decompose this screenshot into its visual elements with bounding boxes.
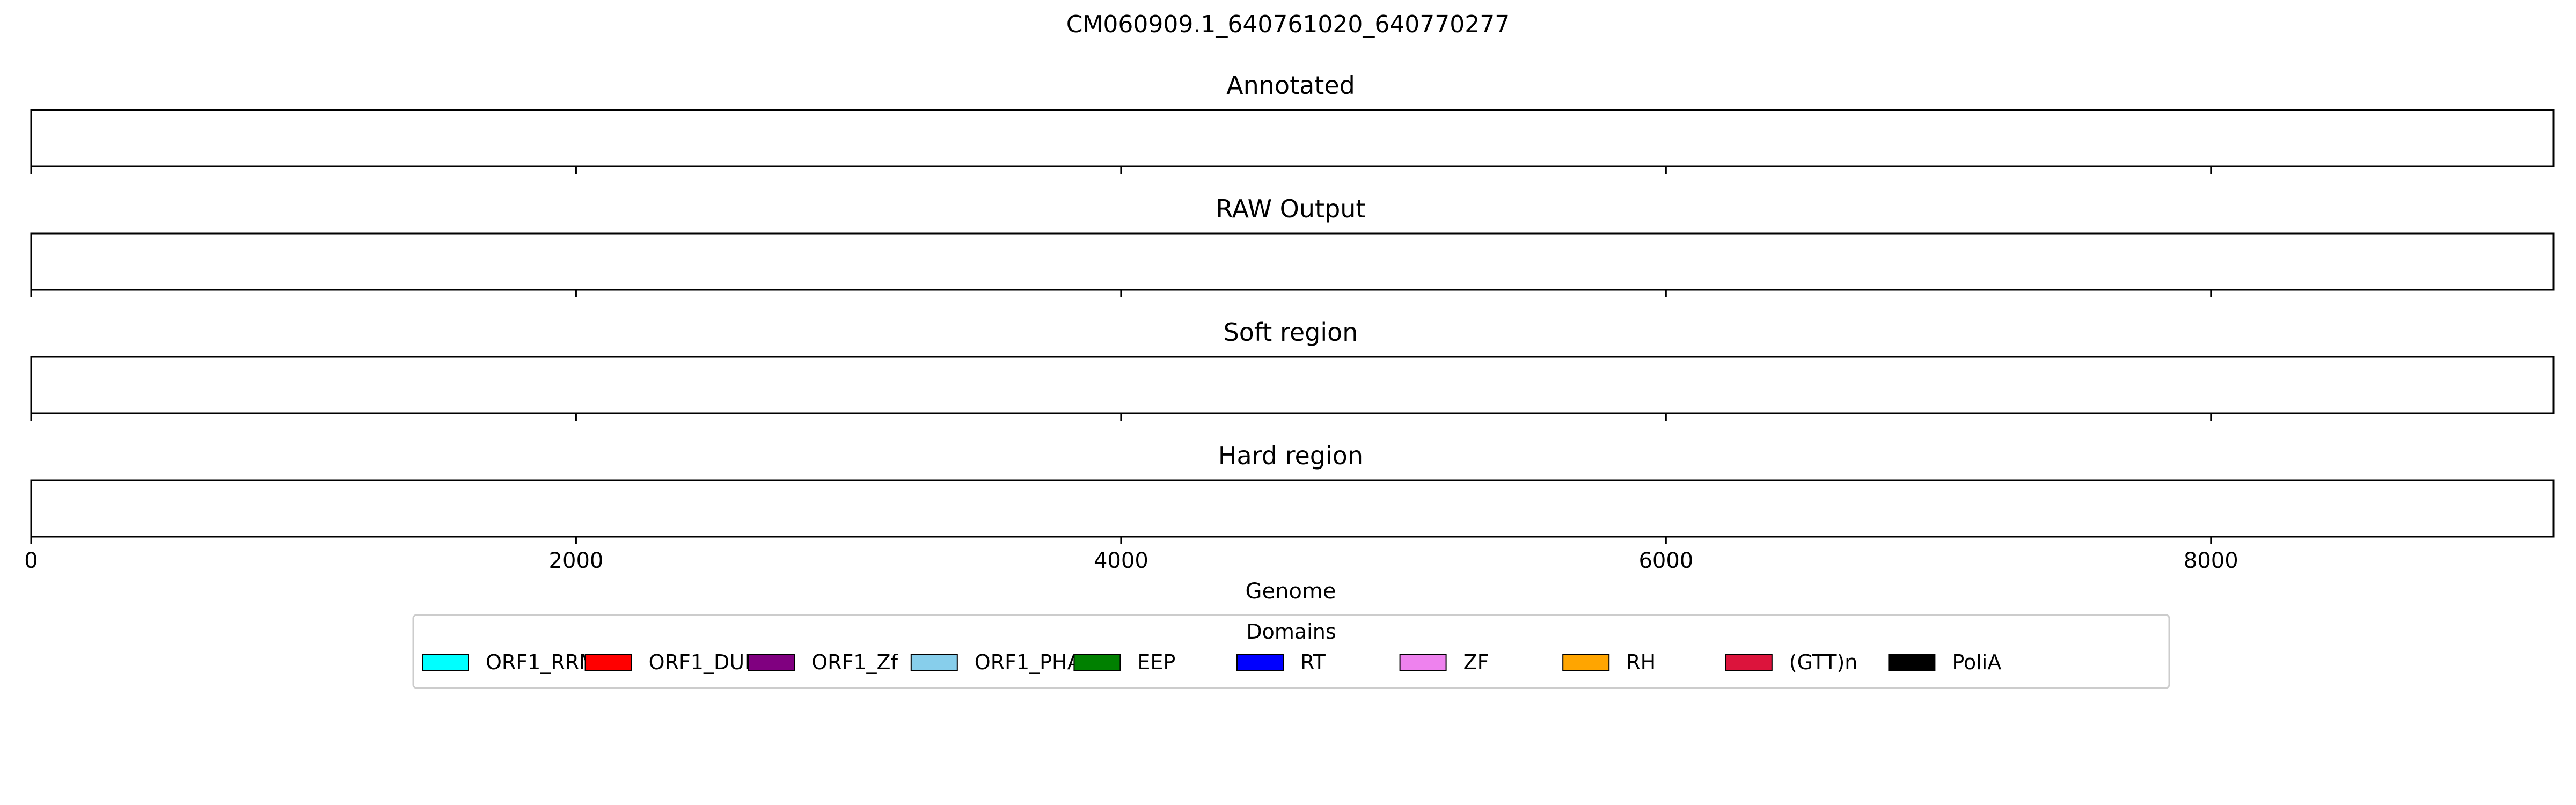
track-title: Annotated	[1226, 71, 1355, 100]
x-tick-label: 2000	[549, 548, 604, 573]
track-1: Annotated	[30, 71, 2555, 174]
legend-item: (GTT)n	[1725, 650, 1858, 674]
legend-item: RT	[1236, 650, 1326, 674]
legend-item: RH	[1562, 650, 1656, 674]
legend-title: Domains	[1246, 620, 1336, 643]
track-title: Hard region	[1218, 441, 1363, 470]
legend-swatch	[1073, 654, 1121, 671]
track-title: Soft region	[1224, 318, 1358, 347]
legend-label: (GTT)n	[1789, 650, 1858, 674]
legend-label: ZF	[1463, 650, 1489, 674]
track-2: RAW Output	[30, 194, 2555, 297]
track-frame	[30, 479, 2555, 538]
legend-item: PoliA	[1888, 650, 2001, 674]
legend-item: EEP	[1073, 650, 1175, 674]
track-frame	[30, 356, 2555, 414]
legend-swatch	[1399, 654, 1447, 671]
legend-label: RH	[1626, 650, 1656, 674]
track-3: Soft region	[30, 318, 2555, 421]
legend-swatch	[584, 654, 632, 671]
x-tick-label: 8000	[2184, 548, 2238, 573]
legend-label: ORF1_Zf	[811, 650, 898, 674]
x-axis: Genome 0 2000 4000 6000 8000	[24, 548, 2238, 604]
x-tick-label: 4000	[1094, 548, 1148, 573]
legend-swatch	[422, 654, 469, 671]
track-frame	[30, 109, 2555, 167]
legend-swatch	[910, 654, 958, 671]
legend-label: ORF1_PHA	[975, 650, 1081, 674]
legend-item: ZF	[1399, 650, 1489, 674]
figure-title: CM060909.1_640761020_640770277	[1066, 11, 1510, 38]
track-title: RAW Output	[1216, 194, 1366, 223]
legend-swatch	[1562, 654, 1610, 671]
legend-label: EEP	[1137, 650, 1175, 674]
x-tick-label: 0	[24, 548, 38, 573]
legend-swatch	[748, 654, 795, 671]
track-frame	[30, 232, 2555, 291]
legend-item: ORF1_Zf	[748, 650, 899, 674]
legend-swatch	[1236, 654, 1284, 671]
tracks-group: Annotated RAW Output Soft region Hard regio…	[30, 71, 2555, 544]
legend-item: ORF1_DUF	[584, 650, 756, 674]
x-axis-label: Genome	[1245, 579, 1336, 604]
legend: Domains ORF1_RRM ORF1_DUF ORF1_Zf ORF1_PHA E…	[412, 614, 2170, 689]
legend-label: ORF1_RRM	[486, 650, 597, 674]
legend-swatch	[1725, 654, 1773, 671]
legend-item: ORF1_PHA	[910, 650, 1081, 674]
legend-label: PoliA	[1952, 650, 2001, 674]
x-tick-label: 6000	[1638, 548, 1693, 573]
legend-swatch	[1888, 654, 1936, 671]
track-4: Hard region	[30, 441, 2555, 544]
legend-label: ORF1_DUF	[649, 650, 756, 674]
legend-label: RT	[1300, 650, 1326, 674]
legend-item: ORF1_RRM	[422, 650, 597, 674]
